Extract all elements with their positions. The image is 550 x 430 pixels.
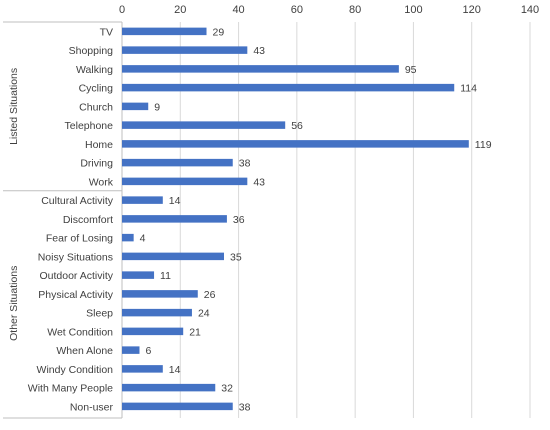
data-label: 21 — [189, 326, 201, 338]
x-tick-label: 40 — [232, 4, 244, 16]
bar — [122, 102, 149, 111]
category-label: Discomfort — [63, 214, 113, 226]
bar — [122, 140, 469, 148]
bar — [122, 308, 192, 317]
data-label: 6 — [145, 345, 151, 357]
category-label: Shopping — [69, 45, 114, 57]
bar — [122, 290, 198, 298]
data-label: 119 — [475, 139, 492, 151]
category-label: Sleep — [86, 308, 113, 320]
data-label: 56 — [291, 120, 303, 132]
bar — [122, 196, 163, 204]
bar — [122, 233, 134, 242]
category-label: With Many People — [28, 383, 113, 395]
data-label: 95 — [405, 64, 417, 76]
data-label: 29 — [213, 26, 225, 38]
category-label: Driving — [80, 158, 113, 170]
category-label: Walking — [76, 64, 113, 76]
category-label: TV — [100, 26, 113, 38]
category-label: Work — [89, 176, 114, 188]
category-label: Church — [79, 101, 113, 113]
category-label: Wet Condition — [47, 326, 113, 338]
category-label: Fear of Losing — [46, 233, 113, 245]
data-label: 9 — [154, 101, 160, 113]
data-label: 38 — [239, 401, 251, 413]
group-label: Other Situations — [8, 266, 20, 341]
x-tick-label: 20 — [174, 4, 186, 16]
category-label: Cultural Activity — [41, 195, 114, 207]
category-label: Noisy Situations — [38, 251, 113, 263]
data-label: 38 — [239, 158, 251, 170]
group-label: Listed Situations — [8, 68, 20, 145]
x-tick-label: 60 — [291, 4, 303, 16]
category-label: Physical Activity — [38, 289, 113, 301]
x-tick-label: 80 — [349, 4, 361, 16]
category-label: When Alone — [56, 345, 113, 357]
x-tick-label: 100 — [404, 4, 422, 16]
category-label: Non-user — [70, 401, 114, 413]
data-label: 43 — [253, 176, 265, 188]
data-label: 114 — [460, 83, 477, 95]
data-label: 26 — [204, 289, 216, 301]
bar — [122, 83, 455, 92]
data-label: 32 — [221, 383, 233, 395]
bar — [122, 252, 224, 261]
bar — [122, 158, 233, 167]
bar — [122, 327, 184, 336]
data-label: 14 — [169, 195, 181, 207]
bar — [122, 121, 286, 129]
data-label: 24 — [198, 308, 210, 320]
data-label: 43 — [253, 45, 265, 57]
category-label: Outdoor Activity — [39, 270, 113, 282]
x-tick-label: 120 — [463, 4, 481, 16]
bar — [122, 215, 227, 223]
bar — [122, 46, 248, 54]
category-label: Cycling — [79, 83, 114, 95]
data-label: 11 — [160, 270, 171, 282]
bar — [122, 65, 399, 73]
category-label: Home — [85, 139, 113, 151]
bar — [122, 365, 163, 373]
bar — [122, 346, 140, 354]
x-tick-label: 140 — [521, 4, 539, 16]
data-label: 14 — [169, 364, 181, 376]
bar — [122, 177, 248, 186]
data-label: 4 — [140, 233, 146, 245]
x-tick-label: 0 — [119, 4, 125, 16]
bar — [122, 402, 233, 411]
data-label: 36 — [233, 214, 245, 226]
bar — [122, 27, 207, 36]
data-label: 35 — [230, 251, 242, 263]
bar — [122, 271, 155, 279]
bar — [122, 383, 216, 392]
category-label: Windy Condition — [37, 364, 114, 376]
category-label: Telephone — [65, 120, 114, 132]
